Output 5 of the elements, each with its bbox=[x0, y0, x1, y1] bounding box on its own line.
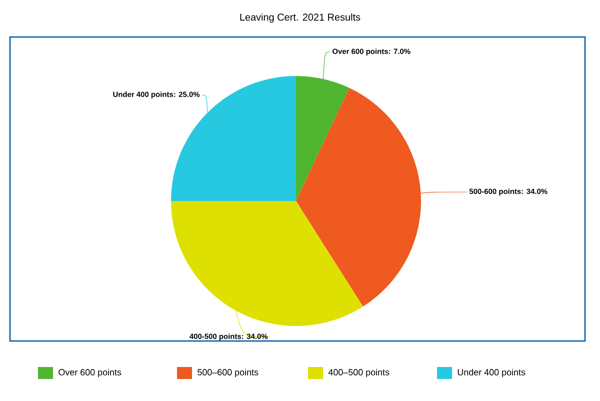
legend-label: 500–600 points bbox=[198, 368, 258, 378]
legend-label: Under 400 points bbox=[458, 368, 526, 378]
legend-label: 400–500 points bbox=[328, 368, 390, 378]
chart-title: Leaving Cert. 2021 Results bbox=[240, 13, 360, 23]
legend-label: Over 600 points bbox=[58, 368, 122, 378]
